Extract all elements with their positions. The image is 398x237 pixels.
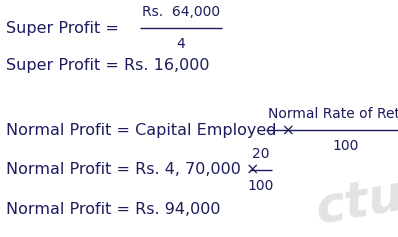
Text: 100: 100 [248, 179, 274, 193]
Text: ctu: ctu [312, 171, 398, 233]
Text: 100: 100 [332, 139, 359, 153]
Text: Normal Rate of Return: Normal Rate of Return [268, 107, 398, 121]
Text: Super Profit =: Super Profit = [6, 20, 124, 36]
Text: Super Profit = Rs. 16,000: Super Profit = Rs. 16,000 [6, 58, 209, 73]
Text: 4: 4 [177, 37, 185, 51]
Text: Rs.  64,000: Rs. 64,000 [142, 5, 220, 19]
Text: Normal Profit = Capital Employed ×: Normal Profit = Capital Employed × [6, 123, 300, 137]
Text: Normal Profit = Rs. 4, 70,000 ×: Normal Profit = Rs. 4, 70,000 × [6, 163, 265, 178]
Text: Normal Profit = Rs. 94,000: Normal Profit = Rs. 94,000 [6, 202, 220, 218]
Text: 20: 20 [252, 147, 269, 161]
